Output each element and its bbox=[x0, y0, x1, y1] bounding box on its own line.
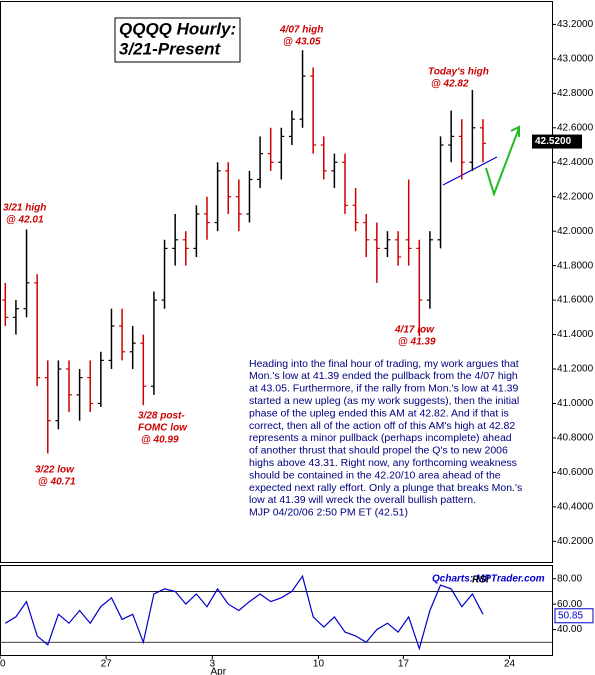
y-tick-label: 40.4000 bbox=[557, 502, 594, 513]
title-box bbox=[114, 17, 241, 63]
commentary-line: represents a minor pullback (perhaps inc… bbox=[249, 432, 512, 444]
commentary-line: low at 41.39 will wreck the overall bull… bbox=[249, 494, 476, 506]
x-tick-label: 3 bbox=[210, 659, 216, 670]
commentary-line: highs above 43.31. Right now, any forthc… bbox=[249, 457, 517, 469]
projection-arrow bbox=[485, 127, 520, 198]
y-tick-label: 80.00 bbox=[557, 573, 582, 584]
arrow-head bbox=[510, 125, 520, 137]
commentary-line: started a new upleg (as my work suggests… bbox=[249, 395, 519, 407]
chart-title: QQQQ Hourly: bbox=[119, 19, 236, 38]
rsi-line bbox=[4, 574, 484, 651]
y-tick-label: 40.6000 bbox=[557, 467, 594, 478]
commentary-line: Mon.'s low at 41.39 ended the pullback f… bbox=[249, 370, 518, 382]
commentary-line: should be contained in the 42.20/10 area… bbox=[249, 469, 501, 481]
annotation: @ 42.01 bbox=[6, 215, 44, 226]
x-tick-label: 17 bbox=[398, 659, 410, 670]
price-panel bbox=[0, 1, 553, 563]
commentary-line: phase of the upleg ended this AM at 42.8… bbox=[249, 407, 509, 419]
y-tick-label: 40.8000 bbox=[557, 433, 594, 444]
y-tick-label: 42.8000 bbox=[557, 88, 594, 99]
x-month-label: Apr bbox=[211, 667, 227, 675]
y-tick-label: 41.6000 bbox=[557, 295, 594, 306]
annotation: FOMC low bbox=[138, 423, 188, 434]
annotation: @ 40.99 bbox=[141, 435, 179, 446]
y-tick-label: 40.2000 bbox=[557, 536, 594, 547]
commentary-line: correct, then all of the action off of t… bbox=[249, 420, 515, 432]
annotation: 3/21 high bbox=[3, 203, 46, 214]
last-rsi-label: 50.85 bbox=[558, 610, 583, 621]
annotation: Today's high bbox=[428, 67, 489, 78]
y-tick-label: 42.6000 bbox=[557, 122, 594, 133]
last-price-label: 42.5200 bbox=[535, 136, 572, 147]
annotation: 4/07 high bbox=[279, 25, 323, 36]
commentary-line: MJP 04/20/06 2:50 PM ET (42.51) bbox=[249, 507, 408, 519]
trendline bbox=[442, 156, 498, 186]
y-tick-label: 42.0000 bbox=[557, 226, 594, 237]
watermark: Qcharts: MPTrader.com bbox=[432, 574, 545, 585]
commentary-line: expected next rally effort. Only a plung… bbox=[249, 482, 522, 494]
annotation: 4/17 low bbox=[394, 325, 435, 336]
y-tick-label: 41.2000 bbox=[557, 364, 594, 375]
last-rsi-box bbox=[554, 608, 594, 624]
y-tick-label: 43.2000 bbox=[557, 19, 594, 30]
y-tick-label: 41.8000 bbox=[557, 260, 594, 271]
annotation: 3/28 post- bbox=[138, 411, 185, 422]
y-tick-label: 42.4000 bbox=[557, 157, 594, 168]
last-price-box bbox=[532, 134, 582, 149]
y-tick-label: 60.00 bbox=[557, 599, 582, 610]
annotation: @ 42.82 bbox=[431, 79, 469, 90]
y-tick-label: 40.00 bbox=[557, 624, 582, 635]
commentary-line: Heading into the final hour of trading, … bbox=[249, 358, 519, 370]
x-tick-label: 24 bbox=[504, 659, 516, 670]
chart-title: 3/21-Present bbox=[119, 39, 221, 58]
annotation: 3/22 low bbox=[35, 465, 75, 476]
x-tick-label: 20 bbox=[0, 659, 6, 670]
x-tick-label: 10 bbox=[313, 659, 325, 670]
panel-title: RSI bbox=[472, 575, 489, 586]
x-tick-label: 27 bbox=[101, 659, 113, 670]
commentary: Heading into the final hour of trading, … bbox=[249, 358, 522, 519]
y-tick-label: 43.0000 bbox=[557, 54, 594, 65]
annotation: @ 40.71 bbox=[38, 477, 76, 488]
commentary-line: at 43.05. Furthermore, if the rally from… bbox=[249, 383, 518, 395]
y-tick-label: 41.4000 bbox=[557, 329, 594, 340]
annotation: @ 43.05 bbox=[283, 37, 321, 48]
annotation: @ 41.39 bbox=[398, 337, 436, 348]
y-tick-label: 41.0000 bbox=[557, 398, 594, 409]
y-tick-label: 42.2000 bbox=[557, 191, 594, 202]
commentary-line: of another thrust that should propel the… bbox=[249, 445, 508, 457]
rsi-panel bbox=[0, 565, 553, 656]
